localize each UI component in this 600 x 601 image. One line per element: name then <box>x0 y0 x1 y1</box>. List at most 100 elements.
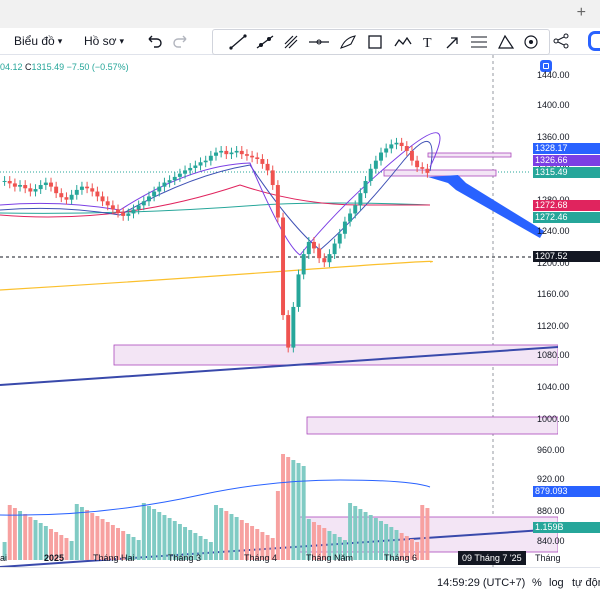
time-label: Tháng 4 <box>244 553 278 563</box>
volume-bar <box>172 521 177 560</box>
legend-close-label: C <box>25 62 32 72</box>
volume-bar <box>265 535 270 560</box>
volume-bar <box>409 539 414 560</box>
candle <box>399 142 404 147</box>
shapes-tool-icon[interactable] <box>498 34 515 49</box>
volume-bar <box>327 531 332 560</box>
price-tag: 1207.52 <box>533 251 600 262</box>
volume-bar <box>12 508 17 560</box>
publish-icon[interactable] <box>588 31 600 51</box>
horizontal-line-tool-icon[interactable] <box>309 39 329 45</box>
volume-bar <box>260 532 265 560</box>
volume-bar <box>43 526 48 560</box>
volume-bar <box>296 463 301 560</box>
demand-zone-1080[interactable] <box>113 344 558 366</box>
auto-scale-icon[interactable] <box>540 60 552 72</box>
volume-bar <box>337 537 342 560</box>
candle <box>136 205 141 210</box>
chart-menu-button[interactable]: Biểu đồ ▾ <box>14 31 62 51</box>
volume-bar <box>394 530 399 560</box>
candle <box>198 162 203 166</box>
candle <box>203 160 208 163</box>
measure-tool-icon[interactable] <box>524 35 538 49</box>
price-tag: 1315.49 <box>533 167 600 178</box>
pitchfork-tool-icon[interactable] <box>284 35 298 49</box>
volume-bar <box>116 528 121 560</box>
candle <box>239 150 244 155</box>
volume-bar <box>69 541 74 560</box>
log-scale-button[interactable]: log <box>549 577 564 589</box>
add-tab-button[interactable]: + <box>576 4 586 21</box>
volume-bar <box>379 521 383 560</box>
volume-bar <box>131 537 136 560</box>
zone-1315[interactable] <box>383 169 497 177</box>
annotation-arrow[interactable] <box>428 175 544 238</box>
candle <box>121 212 126 216</box>
volume-series <box>2 454 430 560</box>
volume-bar <box>167 518 172 560</box>
percent-scale-button[interactable]: % <box>532 577 542 589</box>
path-tool-icon[interactable] <box>394 36 412 47</box>
volume-bar <box>239 520 244 560</box>
candle <box>43 182 48 186</box>
candle <box>250 155 255 158</box>
volume-bar <box>358 509 363 560</box>
volume-bar <box>33 520 38 560</box>
profile-menu-button[interactable]: Hồ sơ ▾ <box>84 31 124 51</box>
volume-bar <box>18 511 23 560</box>
ray-tool-icon[interactable] <box>256 35 274 49</box>
volume-bar <box>208 542 213 560</box>
candle <box>281 217 286 316</box>
volume-bar <box>389 527 394 560</box>
candlestick-series <box>2 137 430 353</box>
candle <box>322 258 327 263</box>
rectangle-tool-icon[interactable] <box>368 35 382 49</box>
trendline-tool-icon[interactable] <box>229 34 247 50</box>
fib-tool-icon[interactable] <box>471 36 487 48</box>
candle <box>404 146 409 151</box>
volume-bar <box>219 508 224 560</box>
ohlc-legend: 04.12 C1315.49 −7.50 (−0.57%) <box>0 62 129 72</box>
volume-bar <box>64 538 69 560</box>
volume-bar <box>291 460 296 560</box>
browser-tab-bar: + <box>0 0 600 28</box>
candle <box>286 315 291 348</box>
candle <box>85 186 90 189</box>
volume-bar <box>332 534 337 560</box>
price-chart[interactable] <box>0 55 558 567</box>
candle <box>38 185 43 190</box>
volume-bar <box>317 525 322 560</box>
volume-bar <box>183 527 188 560</box>
volume-bar <box>146 506 151 560</box>
trendline-upper[interactable] <box>0 346 558 386</box>
candle <box>105 201 110 206</box>
candle <box>214 152 218 156</box>
ma-200-line <box>0 260 433 291</box>
brush-tool-icon[interactable] <box>340 35 356 49</box>
undo-icon[interactable] <box>143 30 165 52</box>
volume-bar <box>270 538 275 560</box>
volume-bar <box>224 511 229 560</box>
text-tool-icon[interactable]: T <box>423 36 432 51</box>
volume-ma-line <box>0 479 431 516</box>
candle <box>373 160 378 169</box>
candle <box>64 197 69 200</box>
candle <box>7 180 12 184</box>
auto-scale-button[interactable]: tự độn <box>572 577 600 589</box>
volume-bar <box>322 528 327 560</box>
volume-bar <box>415 542 420 560</box>
cursor-time-label: 09 Tháng 7 '25 <box>458 551 526 565</box>
candle <box>358 193 363 206</box>
redo-icon[interactable] <box>170 30 192 52</box>
volume-bar <box>121 531 126 560</box>
arrow-tool-icon[interactable] <box>446 37 458 49</box>
candle <box>188 167 193 171</box>
share-icon[interactable] <box>552 32 570 50</box>
supply-zone-1000[interactable] <box>306 416 558 435</box>
price-tick: 1440.00 <box>537 70 570 80</box>
zone-1340[interactable] <box>427 152 512 158</box>
candle <box>384 148 389 153</box>
price-tick: 1160.00 <box>537 289 569 299</box>
volume-bar <box>404 536 409 560</box>
candle <box>255 157 260 160</box>
